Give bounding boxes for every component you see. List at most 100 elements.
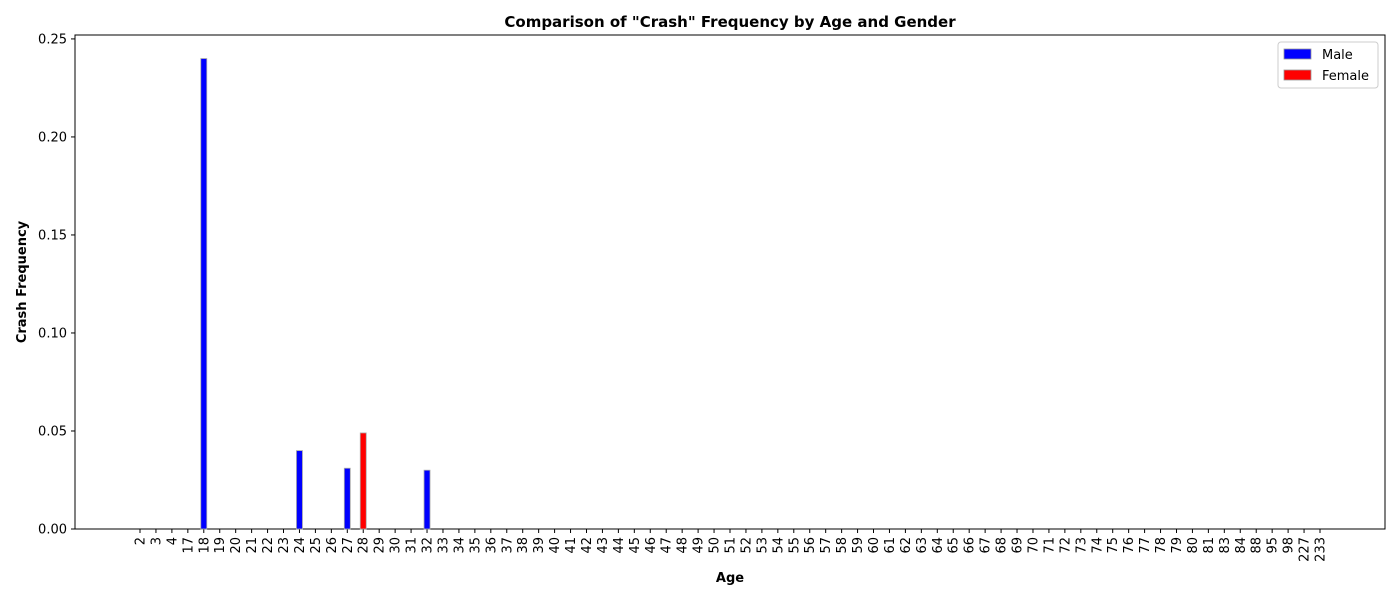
y-tick-label: 0.10 — [38, 326, 67, 341]
bars-group — [200, 58, 431, 530]
x-tick-label: 56 — [803, 537, 818, 554]
x-tick-label: 41 — [564, 537, 579, 554]
legend-label-male: Male — [1322, 48, 1353, 63]
x-tick-label: 31 — [405, 537, 420, 554]
x-tick-label: 50 — [708, 537, 723, 554]
bar-male-age-18 — [200, 58, 208, 530]
plot-area — [74, 34, 1386, 530]
x-axis: 2 3 4 17 18 19 20 21 22 23 24 25 26 27 28 29 30 31 32 33 34 3… — [134, 529, 1329, 562]
x-tick-label: 68 — [995, 537, 1010, 554]
x-tick-label: 47 — [660, 537, 675, 554]
x-tick-label: 24 — [293, 537, 308, 554]
x-tick-label: 36 — [484, 537, 499, 554]
x-tick-label: 63 — [915, 537, 930, 554]
x-tick-label: 54 — [771, 537, 786, 554]
x-tick-label: 48 — [676, 537, 691, 554]
x-tick-label: 70 — [1026, 537, 1041, 554]
y-tick-label: 0.15 — [38, 228, 67, 243]
x-tick-label: 58 — [835, 537, 850, 554]
bar-male-age-32 — [423, 469, 431, 530]
x-tick-label: 39 — [532, 537, 547, 554]
x-tick-label: 76 — [1122, 537, 1137, 554]
legend: Male Female — [1277, 41, 1379, 89]
x-tick-label: 20 — [229, 537, 244, 554]
x-tick-label: 65 — [947, 537, 962, 554]
x-tick-label: 77 — [1138, 537, 1153, 554]
x-tick-label: 44 — [612, 537, 627, 554]
x-tick-label: 18 — [197, 537, 212, 554]
x-tick-label: 52 — [739, 537, 754, 554]
legend-swatch-female — [1283, 69, 1312, 81]
y-axis: 0.00 0.05 0.10 0.15 0.20 0.25 — [38, 32, 75, 538]
x-tick-label: 74 — [1090, 537, 1105, 554]
x-tick-label: 60 — [867, 537, 882, 554]
x-tick-label: 30 — [389, 537, 404, 554]
x-tick-label: 37 — [500, 537, 515, 554]
x-tick-label: 66 — [963, 537, 978, 554]
x-tick-label: 23 — [277, 537, 292, 554]
x-tick-label: 25 — [309, 537, 324, 554]
x-axis-label: Age — [716, 571, 744, 586]
legend-label-female: Female — [1322, 69, 1369, 84]
x-tick-label: 33 — [436, 537, 451, 554]
x-tick-label: 73 — [1074, 537, 1089, 554]
x-tick-label: 71 — [1042, 537, 1057, 554]
x-tick-label: 59 — [851, 537, 866, 554]
x-tick-label: 34 — [452, 537, 467, 554]
x-tick-label: 64 — [931, 537, 946, 554]
x-tick-label: 95 — [1266, 537, 1281, 554]
x-tick-label: 62 — [899, 537, 914, 554]
x-tick-label: 55 — [787, 537, 802, 554]
x-tick-label: 61 — [883, 537, 898, 554]
x-tick-label: 75 — [1106, 537, 1121, 554]
x-tick-label: 88 — [1250, 537, 1265, 554]
x-tick-label: 28 — [357, 537, 372, 554]
x-tick-label: 233 — [1314, 537, 1329, 562]
y-axis-label: Crash Frequency — [15, 220, 30, 343]
x-tick-label: 45 — [628, 537, 643, 554]
x-tick-label: 32 — [421, 537, 436, 554]
y-tick-label: 0.00 — [38, 523, 67, 538]
x-tick-label: 98 — [1282, 537, 1297, 554]
bar-male-age-27 — [343, 467, 351, 530]
x-tick-label: 3 — [149, 537, 164, 545]
x-tick-label: 51 — [724, 537, 739, 554]
x-tick-label: 2 — [134, 537, 149, 545]
y-tick-label: 0.05 — [38, 424, 67, 439]
x-tick-label: 67 — [979, 537, 994, 554]
y-tick-label: 0.25 — [38, 32, 67, 47]
x-tick-label: 29 — [373, 537, 388, 554]
x-tick-label: 4 — [165, 537, 180, 545]
x-tick-label: 42 — [580, 537, 595, 554]
x-tick-label: 19 — [213, 537, 228, 554]
x-tick-label: 43 — [596, 537, 611, 554]
x-tick-label: 38 — [516, 537, 531, 554]
legend-swatch-male — [1283, 48, 1312, 60]
x-tick-label: 49 — [692, 537, 707, 554]
x-tick-label: 17 — [181, 537, 196, 554]
x-tick-label: 53 — [755, 537, 770, 554]
x-tick-label: 79 — [1170, 537, 1185, 554]
y-tick-label: 0.20 — [38, 130, 67, 145]
x-tick-label: 35 — [468, 537, 483, 554]
bar-female-age-28 — [359, 432, 367, 530]
x-tick-label: 46 — [644, 537, 659, 554]
bar-male-age-24 — [296, 450, 303, 530]
x-tick-label: 21 — [245, 537, 260, 554]
x-tick-label: 69 — [1011, 537, 1026, 554]
x-tick-label: 27 — [341, 537, 356, 554]
x-tick-label: 26 — [325, 537, 340, 554]
x-tick-label: 72 — [1058, 537, 1073, 554]
x-tick-label: 81 — [1202, 537, 1217, 554]
x-tick-label: 227 — [1298, 537, 1313, 562]
chart-title: Comparison of "Crash" Frequency by Age a… — [504, 13, 956, 31]
x-tick-label: 80 — [1186, 537, 1201, 554]
x-tick-label: 57 — [819, 537, 834, 554]
x-tick-label: 83 — [1218, 537, 1233, 554]
x-tick-label: 22 — [261, 537, 276, 554]
x-tick-label: 40 — [548, 537, 563, 554]
x-tick-label: 84 — [1234, 537, 1249, 554]
x-tick-label: 78 — [1154, 537, 1169, 554]
